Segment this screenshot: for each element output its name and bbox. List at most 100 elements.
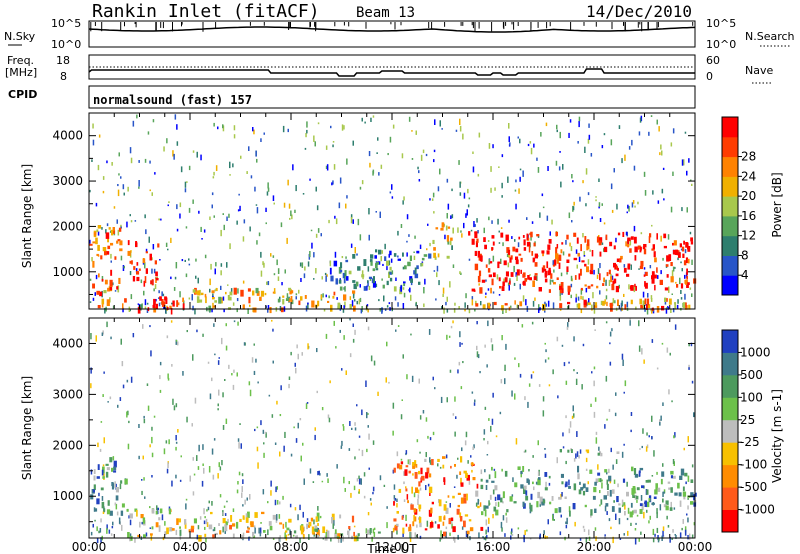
heatmap-cell: [598, 202, 601, 207]
heatmap-cell: [302, 511, 304, 518]
heatmap-cell: [630, 236, 634, 240]
heatmap-cell: [110, 253, 112, 259]
heatmap-cell: [672, 475, 676, 479]
heatmap-cell: [686, 268, 688, 275]
heatmap-cell: [399, 464, 403, 470]
heatmap-cell: [538, 477, 541, 480]
heatmap-cell: [651, 415, 653, 422]
heatmap-cell: [531, 251, 534, 256]
heatmap-cell: [346, 276, 349, 281]
heatmap-cell: [626, 273, 630, 277]
heatmap-cell: [353, 525, 356, 528]
heatmap-cell: [627, 265, 630, 270]
heatmap-cell: [287, 128, 289, 133]
heatmap-cell: [474, 399, 476, 403]
heatmap-cell: [691, 259, 693, 265]
heatmap-cell: [487, 240, 490, 242]
heatmap-cell: [641, 503, 644, 511]
heatmap-cell: [484, 344, 486, 348]
heatmap-cell: [354, 456, 356, 460]
heatmap-cell: [477, 250, 480, 258]
heatmap-cell: [580, 487, 583, 491]
heatmap-cell: [317, 471, 319, 476]
heatmap-cell: [593, 486, 597, 493]
heatmap-cell: [132, 120, 135, 127]
heatmap-cell: [465, 472, 468, 478]
heatmap-cell: [167, 306, 169, 310]
heatmap-cell: [679, 277, 681, 285]
heatmap-cell: [656, 508, 658, 514]
heatmap-cell: [142, 455, 144, 460]
heatmap-cell: [560, 494, 562, 499]
heatmap-cell: [575, 297, 577, 303]
heatmap-cell: [533, 242, 536, 247]
heatmap-cell: [616, 203, 618, 210]
heatmap-cell: [545, 481, 547, 488]
heatmap-cell: [220, 229, 222, 237]
heatmap-cell: [427, 435, 429, 439]
heatmap-cell: [118, 517, 121, 524]
heatmap-cell: [673, 507, 676, 510]
heatmap-cell: [303, 478, 305, 485]
heatmap-cell: [409, 531, 411, 538]
heatmap-cell: [468, 481, 471, 485]
heatmap-cell: [343, 125, 345, 130]
heatmap-cell: [239, 423, 241, 425]
heatmap-cell: [395, 277, 397, 281]
heatmap-cell: [232, 533, 235, 539]
heatmap-cell: [95, 202, 98, 207]
heatmap-cell: [508, 280, 511, 285]
heatmap-cell: [227, 284, 229, 286]
heatmap-cell: [656, 471, 658, 475]
heatmap-cell: [92, 283, 95, 289]
heatmap-cell: [344, 488, 346, 492]
heatmap-cell: [672, 459, 675, 465]
heatmap-cell: [401, 399, 403, 401]
heatmap-cell: [609, 489, 612, 497]
heatmap-cell: [169, 305, 172, 309]
heatmap-cell: [523, 487, 526, 494]
heatmap-cell: [492, 392, 494, 398]
heatmap-cell: [282, 125, 285, 133]
heatmap-cell: [488, 517, 490, 524]
heatmap-cell: [418, 281, 421, 285]
heatmap-cell: [122, 307, 124, 313]
heatmap-cell: [492, 144, 494, 149]
heatmap-cell: [218, 357, 220, 359]
heatmap-cell: [541, 250, 545, 254]
heatmap-cell: [438, 280, 440, 286]
heatmap-cell: [346, 158, 348, 165]
heatmap-cell: [357, 266, 361, 271]
heatmap-cell: [456, 508, 460, 515]
heatmap-cell: [431, 501, 434, 505]
heatmap-cell: [317, 506, 319, 511]
heatmap-cell: [637, 201, 639, 205]
heatmap-cell: [376, 152, 378, 154]
heatmap-cell: [585, 449, 588, 452]
heatmap-cell: [258, 527, 260, 534]
heatmap-cell: [532, 300, 535, 307]
heatmap-cell: [290, 210, 292, 217]
heatmap-cell: [542, 206, 545, 209]
heatmap-cell: [599, 251, 602, 257]
heatmap-cell: [523, 450, 526, 453]
heatmap-cell: [290, 453, 293, 457]
heatmap-cell: [435, 227, 439, 230]
heatmap-cell: [151, 436, 153, 444]
heatmap-cell: [411, 158, 414, 160]
heatmap-cell: [672, 242, 674, 246]
heatmap-cell: [405, 450, 408, 455]
heatmap-cell: [582, 296, 584, 300]
heatmap-cell: [511, 533, 514, 536]
heatmap-cell: [621, 158, 623, 164]
heatmap-cell: [570, 275, 573, 281]
heatmap-cell: [478, 132, 481, 138]
heatmap-cell: [272, 195, 275, 201]
heatmap-cell: [596, 285, 599, 289]
heatmap-cell: [639, 298, 642, 305]
heatmap-cell: [536, 275, 538, 281]
heatmap-cell: [499, 286, 502, 289]
heatmap-cell: [190, 528, 194, 533]
heatmap-cell: [517, 466, 521, 470]
heatmap-cell: [656, 512, 658, 519]
